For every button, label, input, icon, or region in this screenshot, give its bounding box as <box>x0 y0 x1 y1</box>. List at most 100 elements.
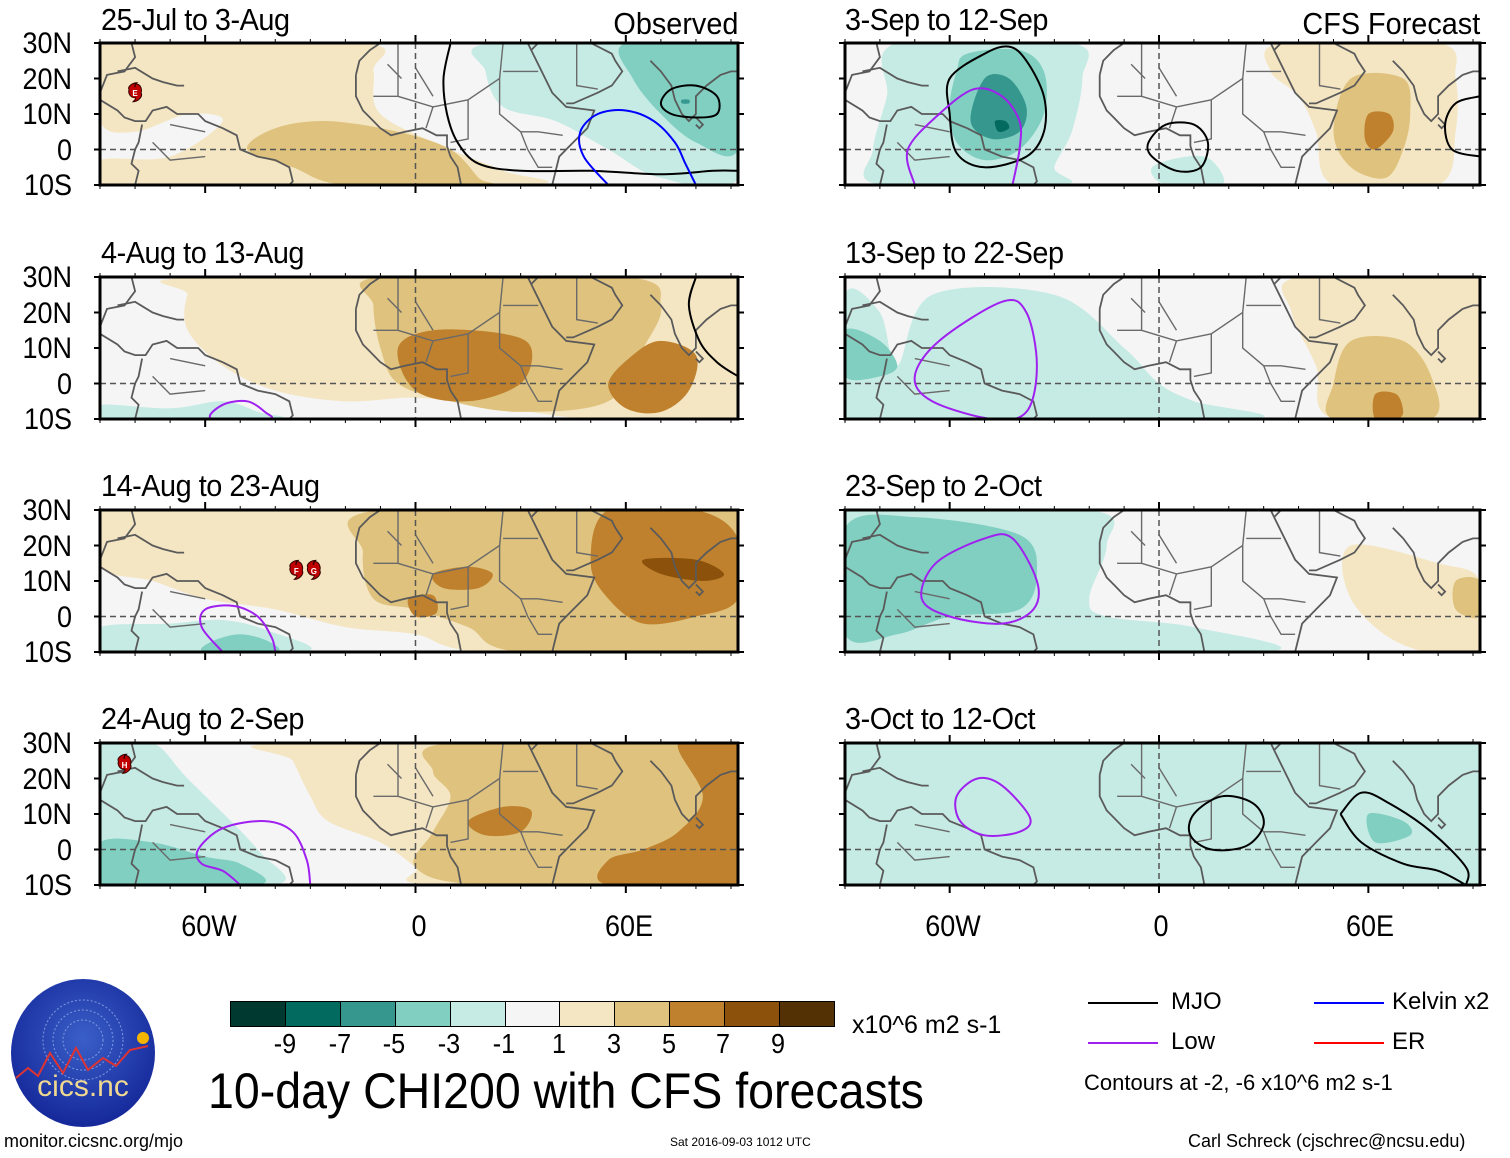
country-border <box>169 123 206 133</box>
contour-kelvin-x2 <box>578 109 697 185</box>
coastline <box>117 766 185 787</box>
coastline <box>875 124 888 185</box>
coastline <box>1309 743 1366 805</box>
lat-label: 20N <box>22 62 72 96</box>
coastline <box>1269 43 1339 185</box>
country-border <box>896 141 950 161</box>
country-border <box>1130 763 1146 779</box>
country-border <box>1242 545 1296 635</box>
anomaly-region-level--3 <box>681 99 690 104</box>
country-border <box>1263 131 1306 136</box>
anomaly-region-level-2 <box>1325 336 1440 419</box>
contour-mjo <box>442 43 738 176</box>
country-border <box>576 510 598 557</box>
country-border <box>576 277 598 324</box>
coastline <box>100 510 137 561</box>
country-border <box>896 608 950 628</box>
legend-line-kelvin <box>1314 1002 1384 1004</box>
country-border <box>152 141 206 161</box>
colorbar-swatch <box>231 1002 285 1026</box>
contour-mjo <box>1187 794 1265 852</box>
contour-low <box>195 820 312 885</box>
contour-mjo <box>659 84 721 119</box>
coastline <box>117 300 185 321</box>
country-border <box>1158 767 1178 797</box>
contour-note: Contours at -2, -6 x10^6 m2 s-1 <box>1084 1070 1393 1095</box>
anomaly-region-level--4 <box>994 119 1010 133</box>
colorbar-swatch <box>284 1002 340 1026</box>
country-border <box>1193 99 1212 144</box>
lat-label: 10S <box>23 636 72 669</box>
coastline <box>100 799 294 885</box>
colorbar-swatch <box>559 1002 615 1026</box>
coastline <box>862 766 929 787</box>
anomaly-region-level-3 <box>1364 111 1394 150</box>
coastline <box>862 533 929 554</box>
website-link[interactable]: monitor.cicsnc.org/mjo <box>4 1131 184 1151</box>
contour-low <box>905 87 1023 185</box>
coastline <box>845 510 881 561</box>
colorbar-swatch <box>669 1002 725 1026</box>
storm-label: E <box>132 89 138 98</box>
coastline <box>1098 277 1125 310</box>
colorbar-tick-label: -9 <box>273 1028 297 1059</box>
country-border <box>397 743 504 808</box>
country-border <box>1193 566 1212 611</box>
country-border <box>425 340 434 363</box>
coastline <box>355 774 462 885</box>
coastline <box>845 277 881 328</box>
country-border <box>520 131 563 136</box>
storm-marker-h[interactable]: H <box>117 753 132 774</box>
country-border <box>1130 297 1146 313</box>
country-border <box>1130 63 1146 79</box>
contour-mjo <box>1339 791 1470 885</box>
lat-label: 10N <box>22 565 72 598</box>
country-border <box>387 63 402 79</box>
legend-line-low <box>1088 1042 1158 1044</box>
hurricane-icon <box>289 559 304 580</box>
coastline <box>845 333 1038 419</box>
colorbar-tick-label: -7 <box>328 1028 351 1059</box>
country-border <box>1263 831 1306 836</box>
panel-content: H <box>94 735 744 893</box>
country-border <box>1140 43 1247 108</box>
cics-logo[interactable]: cics.nc <box>8 978 158 1128</box>
panel-title-obs-1: 25-Jul to 3-Aug <box>101 2 290 37</box>
legend-line-er <box>1314 1042 1384 1044</box>
coastline <box>1309 510 1366 572</box>
country-border <box>450 333 469 378</box>
coastline <box>566 743 624 805</box>
storm-marker-f[interactable]: F <box>289 559 304 580</box>
lat-label: 10S <box>23 169 72 202</box>
country-border <box>387 297 402 313</box>
country-border <box>169 590 206 600</box>
country-border <box>152 375 206 395</box>
coastline <box>1269 743 1339 885</box>
country-border <box>397 510 504 575</box>
country-border <box>425 573 434 596</box>
coastline <box>355 277 381 310</box>
anomaly-region-level--2 <box>845 514 1038 643</box>
coastline <box>566 277 624 339</box>
coastline <box>526 743 596 885</box>
coastline <box>649 760 738 823</box>
coastline <box>695 583 705 597</box>
coastline <box>862 300 929 321</box>
country-border <box>1168 340 1178 363</box>
country-border <box>498 778 553 868</box>
contour-mjo <box>945 45 1048 169</box>
coastline <box>100 99 294 185</box>
storm-marker-e[interactable]: E <box>128 82 143 103</box>
map-panel-obs2 <box>94 269 744 427</box>
coastline <box>1392 527 1480 590</box>
country-border <box>914 823 950 833</box>
coastline <box>1098 541 1206 652</box>
coastline <box>1098 743 1125 776</box>
storm-marker-g[interactable]: G <box>306 559 321 580</box>
anomaly-region-level-2 <box>247 121 495 185</box>
coastline <box>862 66 929 87</box>
country-border <box>498 545 553 635</box>
